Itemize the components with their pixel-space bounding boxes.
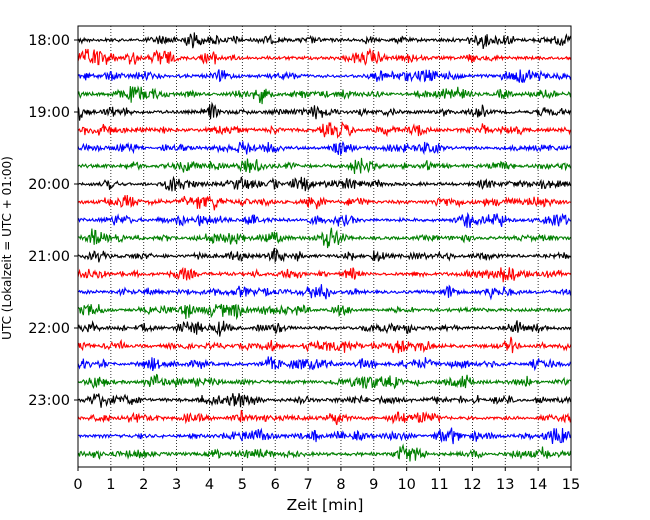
plot-frame (77, 25, 572, 468)
trace-line (77, 85, 572, 105)
x-tick-label: 1 (106, 477, 115, 493)
trace-line (77, 319, 572, 337)
trace-line (77, 266, 572, 283)
trace-line (77, 211, 572, 228)
trace-line (77, 336, 572, 354)
trace-line (77, 140, 572, 156)
x-axis-title: Zeit [min] (287, 496, 364, 514)
trace-line (77, 157, 572, 175)
trace-line (77, 284, 572, 301)
y-tick-label: 19:00 (28, 105, 70, 121)
trace-line (77, 409, 572, 426)
x-tick-label: 7 (303, 477, 312, 493)
x-tick-label: 9 (369, 477, 378, 493)
x-tick-label: 12 (463, 477, 481, 493)
trace-line (77, 69, 572, 84)
trace-line (77, 356, 572, 372)
x-tick-label: 0 (73, 477, 82, 493)
x-tick-label: 3 (172, 477, 181, 493)
trace-line (77, 47, 572, 66)
x-tick-label: 11 (430, 477, 448, 493)
x-tick-label: 6 (271, 477, 280, 493)
trace-line (77, 303, 572, 321)
x-axis: 0 1 2 3 4 5 6 7 8 9 10 11 12 13 14 15 (73, 467, 580, 493)
x-tick-label: 5 (238, 477, 247, 493)
x-tick-label: 14 (529, 477, 547, 493)
x-tick-label: 4 (205, 477, 214, 493)
trace-line (77, 373, 572, 390)
trace-line (77, 443, 572, 462)
x-tick-label: 2 (139, 477, 148, 493)
trace-line (77, 393, 572, 408)
x-tick-label: 10 (397, 477, 415, 493)
x-tick-label: 15 (562, 477, 580, 493)
trace-line (77, 195, 572, 211)
x-tick-label: 8 (336, 477, 345, 493)
trace-line (77, 175, 572, 192)
trace-group (77, 32, 572, 462)
trace-line (77, 120, 572, 139)
y-tick-label: 18:00 (28, 33, 70, 49)
y-axis-title: UTC (Lokalzeit = UTC + 01:00) (0, 156, 14, 340)
trace-line (77, 247, 572, 264)
y-axis: 18:00 19:00 20:00 21:00 22:00 23:00 (28, 33, 78, 409)
trace-line (77, 227, 572, 249)
y-tick-label: 23:00 (28, 393, 70, 409)
y-tick-label: 22:00 (28, 321, 70, 337)
trace-line (77, 101, 571, 121)
trace-line (77, 32, 572, 50)
y-tick-label: 20:00 (28, 177, 70, 193)
trace-line (77, 427, 572, 445)
x-tick-label: 13 (496, 477, 514, 493)
y-tick-label: 21:00 (28, 249, 70, 265)
